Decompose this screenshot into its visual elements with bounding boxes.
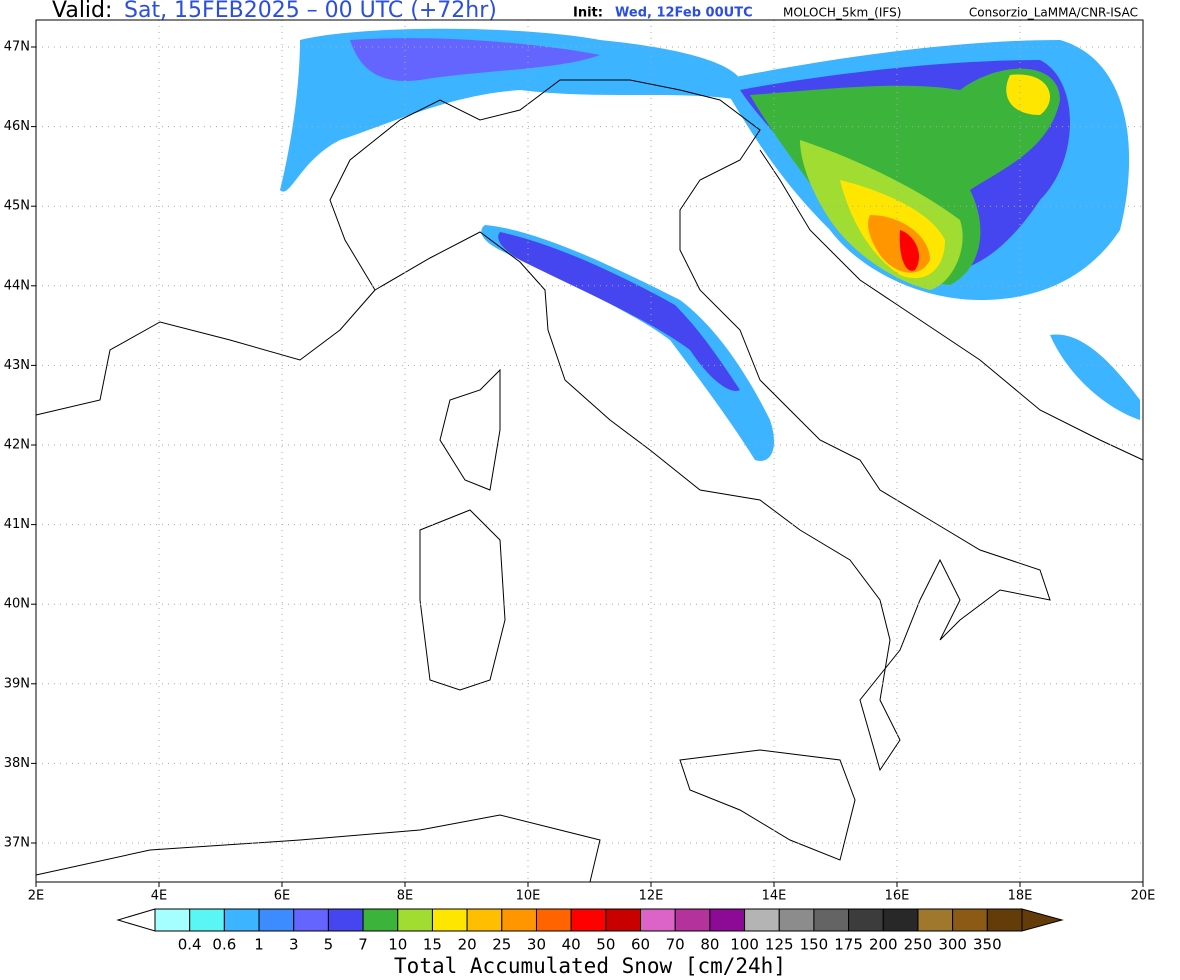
colorbar-label: 70 — [666, 936, 685, 954]
colorbar-label: 7 — [358, 936, 368, 954]
x-axis-label: 2E — [28, 889, 45, 904]
colorbar-label: 250 — [904, 936, 933, 954]
colorbar-label: 20 — [458, 936, 477, 954]
colorbar-label: 150 — [800, 936, 829, 954]
colorbar-box — [570, 908, 607, 932]
x-axis-label: 10E — [516, 889, 541, 904]
y-axis-label: 44N — [4, 278, 30, 293]
colorbar-label: 0.6 — [212, 936, 236, 954]
x-axis-label: 12E — [639, 889, 664, 904]
colorbar-box — [397, 908, 433, 932]
snow-field — [280, 28, 1140, 461]
colorbar-box — [154, 908, 191, 932]
colorbar-label: 40 — [562, 936, 581, 954]
x-axis-label: 18E — [1008, 889, 1033, 904]
balkan-coast — [759, 149, 1144, 461]
colorbar-label: 3 — [289, 936, 299, 954]
colorbar-label: 175 — [834, 936, 863, 954]
colorbar-box — [501, 908, 537, 932]
colorbar-label: 15 — [423, 936, 442, 954]
colorbar-label: 10 — [388, 936, 407, 954]
colorbar-label: 0.4 — [178, 936, 202, 954]
y-axis-label: 47N — [4, 40, 30, 55]
colorbar-label: 125 — [765, 936, 794, 954]
colorbar-box — [674, 908, 711, 932]
sardinia — [419, 509, 506, 691]
france-coast — [35, 289, 376, 416]
init-time: Wed, 12Feb 00UTC — [615, 6, 753, 21]
colorbar-label: 1 — [254, 936, 264, 954]
x-axis-label: 14E — [762, 889, 787, 904]
colorbar-label: 25 — [492, 936, 511, 954]
colorbar-box — [917, 908, 954, 932]
colorbar-box — [778, 908, 815, 932]
y-axis-label: 39N — [4, 676, 30, 691]
colorbar-title: Total Accumulated Snow [cm/24h] — [394, 954, 786, 978]
colorbar-box — [431, 908, 468, 932]
header: Valid: Sat, 15FEB2025 – 00 UTC (+72hr) I… — [52, 0, 1138, 23]
corsica — [439, 368, 501, 491]
y-axis-label: 40N — [4, 597, 30, 612]
colorbar-label: 80 — [700, 936, 719, 954]
colorbar-box — [327, 908, 364, 932]
coastlines — [35, 79, 1144, 883]
y-axis-label: 42N — [4, 438, 30, 453]
map-frame — [35, 19, 1144, 883]
x-axis-label: 4E — [151, 889, 168, 904]
colorbar-box — [362, 908, 399, 932]
x-axis-label: 20E — [1131, 889, 1156, 904]
colorbar-box — [223, 908, 260, 932]
colorbar-box — [466, 908, 503, 932]
colorbar-box — [882, 908, 919, 932]
y-axis-label: 46N — [4, 119, 30, 134]
colorbar-box — [813, 908, 850, 932]
colorbar-box — [952, 908, 988, 932]
colorbar-box — [744, 908, 780, 932]
x-axis-label: 6E — [274, 889, 291, 904]
colorbar-label: 200 — [869, 936, 898, 954]
colorbar-box — [709, 908, 746, 932]
axes: 2E 4E 6E 8E 10E 12E 14E 16E 18E 20E 47N 46N 45N 44N 43… — [4, 40, 1156, 904]
y-axis-label: 41N — [4, 517, 30, 532]
colorbar-label: 100 — [730, 936, 759, 954]
init-label: Init: — [573, 6, 603, 21]
y-axis-label: 45N — [4, 199, 30, 214]
map-area — [35, 20, 1144, 883]
colorbar-label: 30 — [527, 936, 546, 954]
sicily — [679, 749, 856, 861]
colorbar-label: 5 — [324, 936, 334, 954]
colorbar-arrow-left — [116, 908, 156, 932]
colorbar-box — [605, 908, 642, 932]
colorbar-box — [293, 908, 329, 932]
colorbar-box — [189, 908, 225, 932]
y-axis-label: 43N — [4, 358, 30, 373]
colorbar: 0.4 0.6 1 3 5 7 10 15 20 25 30 40 50 60 70 80 100 125 150 1… — [116, 908, 1064, 978]
colorbar-label: 50 — [596, 936, 615, 954]
colorbar-box — [535, 908, 572, 932]
y-axis-label: 38N — [4, 756, 30, 771]
colorbar-label: 350 — [973, 936, 1002, 954]
colorbar-arrow-right — [1021, 908, 1064, 932]
x-axis-label: 16E — [885, 889, 910, 904]
colorbar-label: 60 — [631, 936, 650, 954]
credit: Consorzio_LaMMA/CNR-ISAC — [969, 6, 1138, 20]
model-name: MOLOCH_5km_(IFS) — [783, 6, 901, 20]
africa-coast — [35, 814, 601, 883]
y-axis-label: 37N — [4, 836, 30, 851]
valid-label: Valid: — [52, 0, 112, 23]
colorbar-box — [986, 908, 1023, 932]
italy-mainland — [329, 79, 1051, 772]
colorbar-box — [640, 908, 676, 932]
valid-time: Sat, 15FEB2025 – 00 UTC (+72hr) — [124, 0, 497, 23]
colorbar-box — [848, 908, 884, 932]
colorbar-box — [258, 908, 295, 932]
colorbar-label: 300 — [938, 936, 967, 954]
x-axis-label: 8E — [397, 889, 414, 904]
